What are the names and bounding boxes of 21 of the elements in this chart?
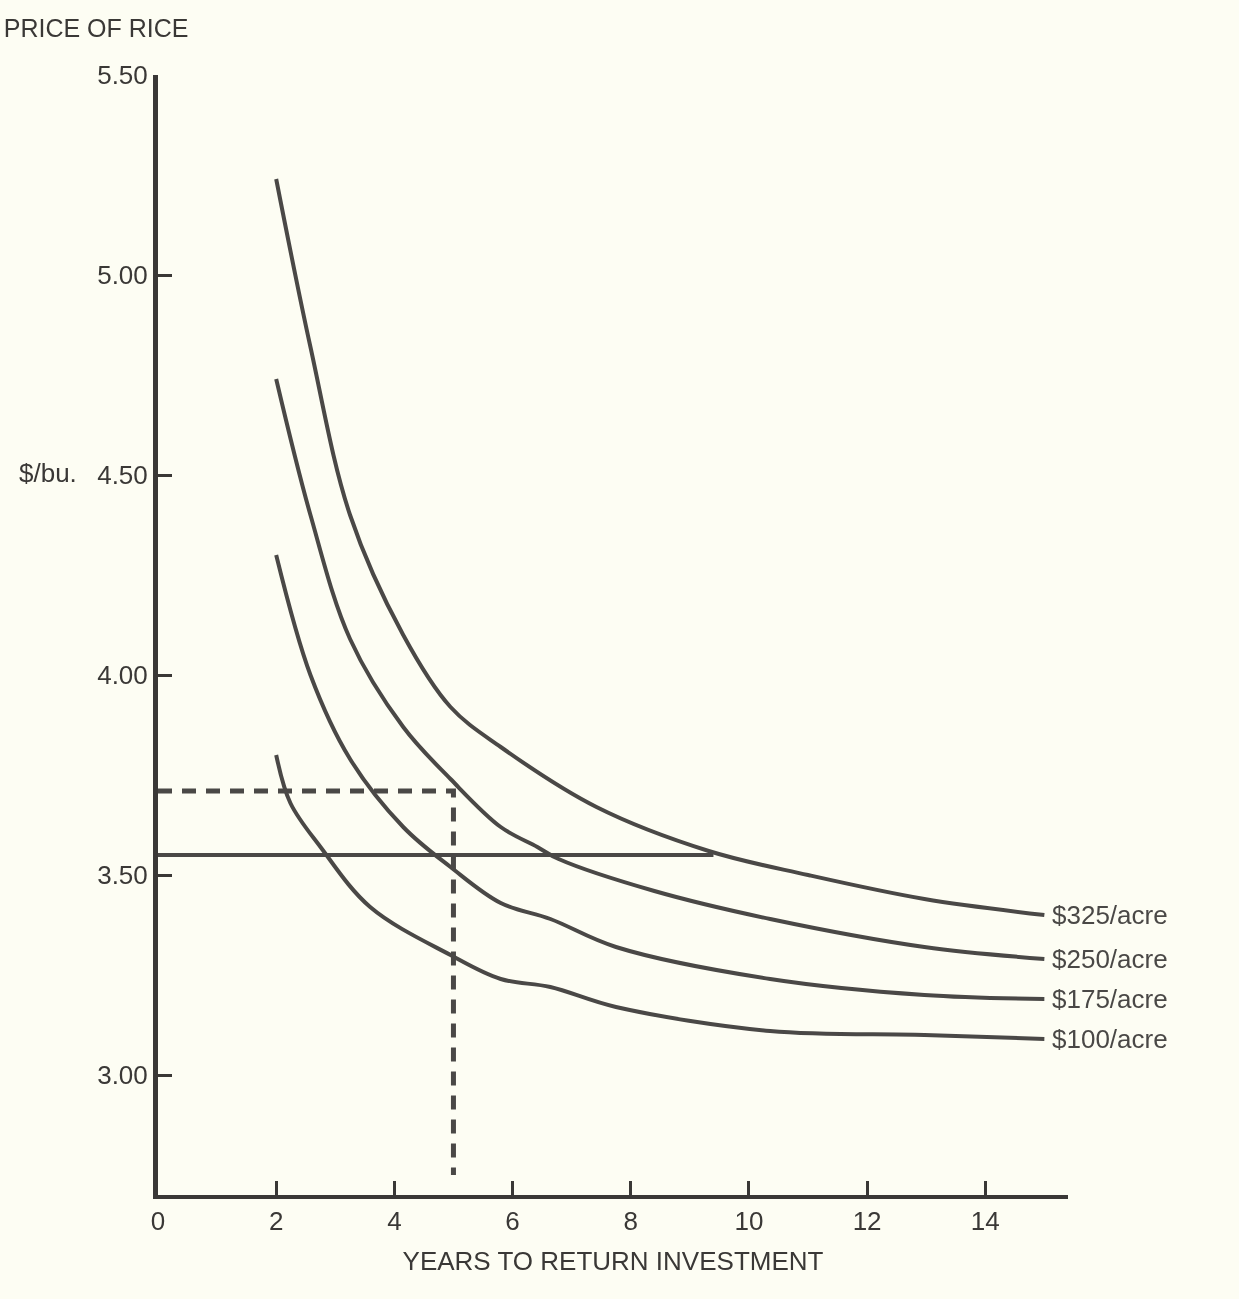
x-tick-label: 10: [734, 1206, 764, 1237]
x-tick-label: 12: [852, 1206, 882, 1237]
x-tick-label: 0: [150, 1206, 166, 1237]
x-tick-label: 14: [970, 1206, 1000, 1237]
x-tick-label: 8: [623, 1206, 638, 1237]
y-tick-label: 5.00: [97, 260, 148, 291]
y-tick-label: 4.50: [97, 460, 148, 491]
x-tick-label: 2: [268, 1206, 284, 1237]
x-tick-label: 6: [505, 1206, 520, 1237]
series-label: $175/acre: [1052, 984, 1168, 1014]
series-label: $325/acre: [1052, 900, 1168, 930]
x-tick-label: 4: [387, 1206, 402, 1237]
y-tick-label: 5.50: [97, 60, 148, 91]
chart-title: PRICE OF RICE: [3, 13, 189, 42]
x-axis-title: YEARS TO RETURN INVESTMENT: [402, 1246, 824, 1277]
series-label: $100/acre: [1052, 1024, 1168, 1054]
y-tick-label: 3.50: [97, 860, 148, 891]
y-axis-title: $/bu.: [19, 458, 77, 488]
series-label: $250/acre: [1052, 944, 1168, 974]
y-tick-label: 4.00: [97, 660, 148, 691]
y-tick-label: 3.00: [97, 1060, 148, 1091]
